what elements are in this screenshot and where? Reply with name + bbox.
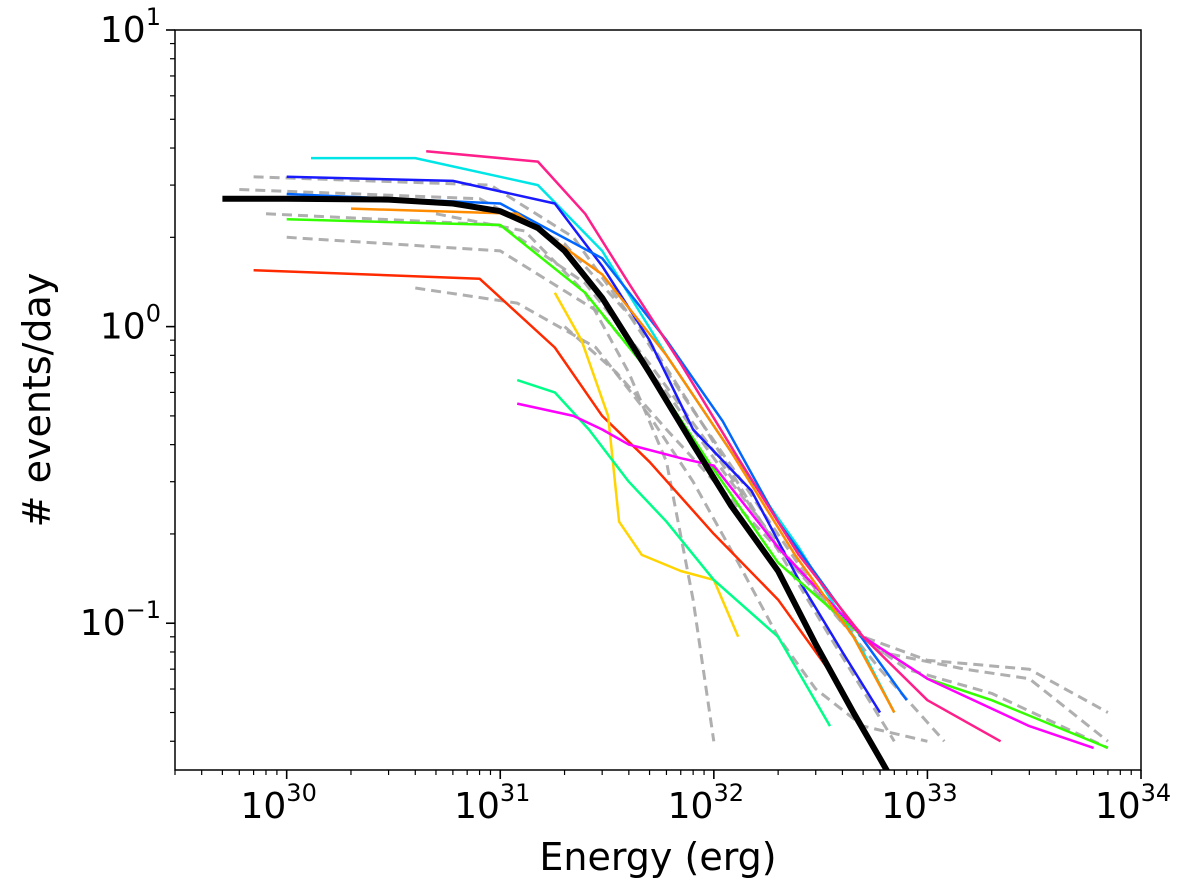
x-tick-exponent: 30 <box>286 779 317 807</box>
x-tick-base: 10 <box>454 786 500 827</box>
series-line-model-0 <box>265 212 1109 750</box>
x-tick-base: 10 <box>1095 786 1141 827</box>
x-tick-label: 1033 <box>881 779 957 827</box>
series-line-model-6 <box>435 212 716 742</box>
x-axis: 1030 1031 1032 1033 1034 <box>240 770 1171 827</box>
series-line-observed-7 <box>253 268 844 690</box>
y-tick-exponent: 0 <box>146 300 161 328</box>
x-tick-base: 10 <box>668 786 714 827</box>
series-line-observed-13 <box>516 378 832 727</box>
minor-ticks <box>170 42 1132 775</box>
series-line-observed-14 <box>516 402 1095 750</box>
series-line-model-1 <box>239 188 896 743</box>
x-tick-base: 10 <box>240 786 286 827</box>
y-tick-base: 10 <box>100 307 146 348</box>
x-tick-exponent: 34 <box>1141 779 1172 807</box>
x-tick-exponent: 32 <box>713 779 744 807</box>
x-tick-base: 10 <box>881 786 927 827</box>
x-tick-label: 1030 <box>240 779 316 827</box>
y-tick-label: 101 <box>100 3 161 51</box>
series-layer <box>222 150 1109 770</box>
x-axis-label: Energy (erg) <box>539 835 776 879</box>
series-line-observed-15 <box>426 150 1002 743</box>
x-tick-label: 1031 <box>454 779 530 827</box>
y-tick-label: 10−1 <box>80 596 161 644</box>
plot-frame <box>174 29 1142 771</box>
series-line-mean <box>222 195 891 770</box>
y-tick-base: 10 <box>80 603 126 644</box>
y-tick-exponent: −1 <box>126 596 161 624</box>
series-line-model-3 <box>415 286 928 743</box>
y-tick-label: 100 <box>100 300 161 348</box>
series-line-observed-12 <box>286 218 1109 750</box>
x-tick-label: 1034 <box>1095 779 1171 827</box>
series-line-observed-10 <box>286 175 882 714</box>
series-line-model-2 <box>286 235 1109 714</box>
y-tick-base: 10 <box>100 10 146 51</box>
y-axis-label: # events/day <box>15 273 59 528</box>
y-tick-exponent: 1 <box>146 3 161 31</box>
x-tick-exponent: 31 <box>500 779 531 807</box>
series-line-observed-8 <box>553 292 740 638</box>
x-tick-label: 1032 <box>668 779 744 827</box>
x-tick-exponent: 33 <box>927 779 958 807</box>
